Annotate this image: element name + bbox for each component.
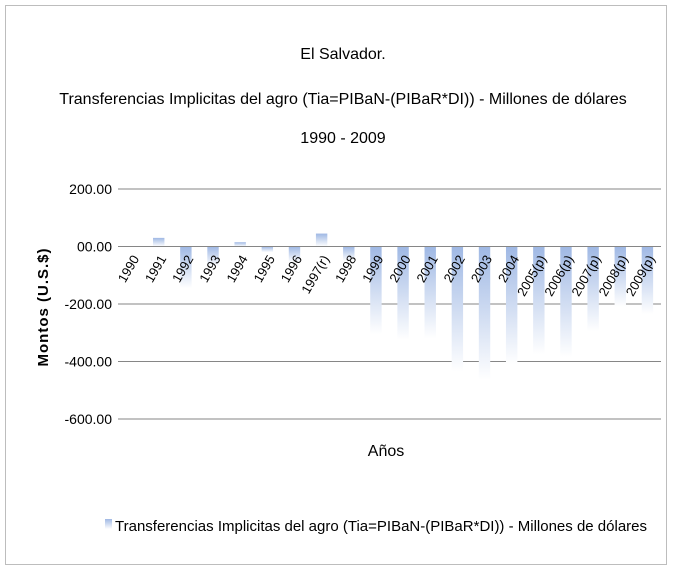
category-label-2000: 2000 <box>386 253 413 286</box>
category-label-1991: 1991 <box>142 253 169 286</box>
y-tick-label: 200.00 <box>69 181 112 197</box>
bar-2004 <box>505 246 518 365</box>
category-label-1994: 1994 <box>223 253 250 286</box>
bar-2007(p) <box>587 246 599 332</box>
chart-title-line-1: El Salvador. <box>300 46 385 63</box>
gridlines <box>118 188 661 420</box>
bar-2009(p) <box>641 246 654 315</box>
y-tick-labels: 200.00 00.00 -200.00 -400.00 -600.00 <box>65 181 113 427</box>
legend-label: Transferencias Implicitas del agro (Tia=… <box>115 518 647 535</box>
bars <box>153 233 654 381</box>
bar-1994 <box>234 242 246 247</box>
bar-2001 <box>424 246 436 339</box>
bar-1996 <box>288 246 301 263</box>
legend-swatch <box>105 519 112 529</box>
bar-1993 <box>207 246 219 267</box>
bar-2008(p) <box>614 246 626 307</box>
bar-1991 <box>153 237 165 247</box>
legend: Transferencias Implicitas del agro (Tia=… <box>105 518 647 535</box>
bar-2000 <box>397 246 409 340</box>
category-label-2004: 2004 <box>495 253 522 286</box>
chart-svg: El Salvador. Transferencias Implicitas d… <box>35 46 661 535</box>
category-label-1995: 1995 <box>250 253 277 286</box>
y-axis-title: Montos (U.S.$) <box>35 248 52 367</box>
category-label-1993: 1993 <box>196 253 223 286</box>
bar-1998 <box>343 246 355 261</box>
chart-title-line-2: Transferencias Implicitas del agro (Tia=… <box>59 91 626 108</box>
bar-1992 <box>180 246 192 289</box>
bar-2002 <box>451 246 464 372</box>
y-tick-label: 00.00 <box>77 239 112 255</box>
category-label-2003: 2003 <box>468 253 495 286</box>
y-tick-label: -200.00 <box>65 296 113 312</box>
chart-frame: El Salvador. Transferencias Implicitas d… <box>5 5 667 565</box>
category-label-1999: 1999 <box>359 253 386 286</box>
bar-1997(r) <box>315 233 328 247</box>
category-label-1996: 1996 <box>278 253 305 286</box>
category-label-2002: 2002 <box>441 253 468 286</box>
x-axis-title: Años <box>368 443 404 460</box>
bar-1995 <box>261 246 274 253</box>
chart-title-line-3: 1990 - 2009 <box>300 130 386 147</box>
category-label-2001: 2001 <box>413 253 440 286</box>
bar-2006(p) <box>560 246 572 358</box>
bar-2003 <box>478 246 491 381</box>
y-tick-label: -400.00 <box>65 354 113 370</box>
category-label-1998: 1998 <box>332 253 359 286</box>
category-label-1992: 1992 <box>169 253 196 286</box>
y-tick-label: -600.00 <box>65 411 113 427</box>
category-label-1990: 1990 <box>115 253 142 286</box>
bar-2005(p) <box>533 246 545 355</box>
bar-1999 <box>370 246 382 335</box>
